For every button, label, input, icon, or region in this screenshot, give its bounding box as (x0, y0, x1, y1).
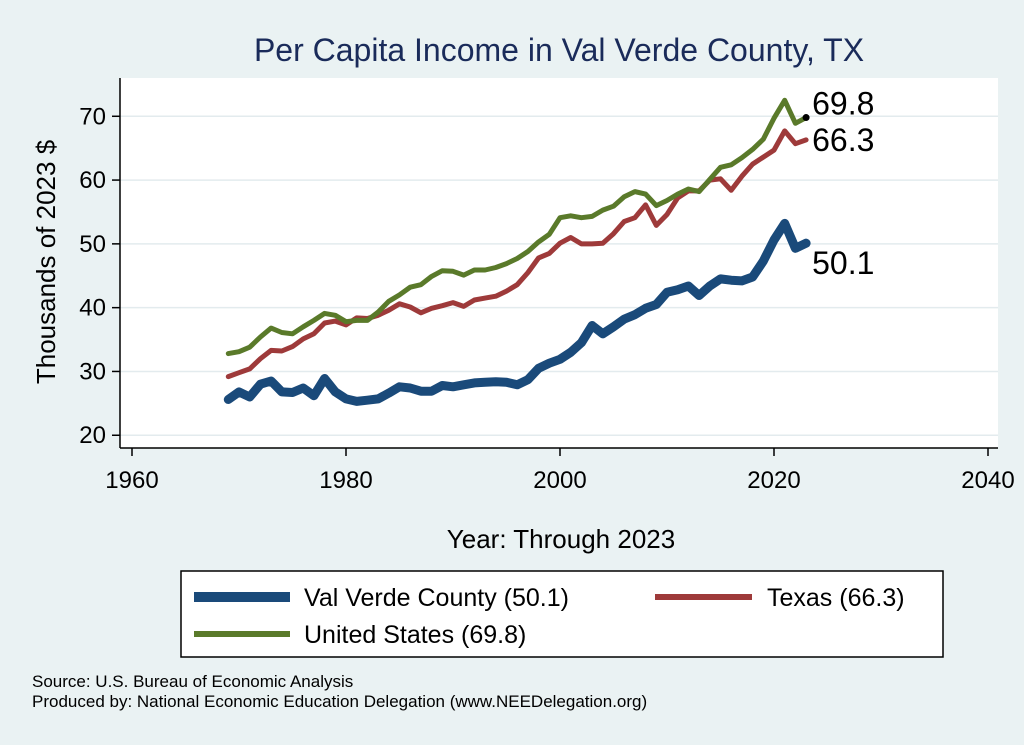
legend-box (180, 570, 944, 658)
end-label-texas: 66.3 (812, 122, 874, 158)
y-tick-label: 60 (79, 167, 106, 194)
chart-title: Per Capita Income in Val Verde County, T… (254, 32, 864, 68)
produced-by-note: Produced by: National Economic Education… (32, 692, 648, 711)
series-layer (223, 97, 811, 406)
end-labels: 50.1 66.369.8 (802, 86, 874, 281)
end-label-united-states: 69.8 (812, 86, 874, 122)
x-tick-label: 2000 (533, 467, 586, 494)
x-tick-label: 1980 (319, 467, 372, 494)
legend: Val Verde County (50.1) Texas (66.3) Uni… (180, 570, 944, 658)
y-tick-label: 40 (79, 295, 106, 322)
source-note: Source: U.S. Bureau of Economic Analysis (32, 672, 354, 691)
y-axis-title: Thousands of 2023 $ (31, 139, 61, 384)
legend-label-val-verde: Val Verde County (50.1) (304, 584, 569, 612)
series-line-val-verde (223, 218, 811, 406)
end-point-marker-united-states (802, 114, 810, 122)
x-tick-label: 1960 (105, 467, 158, 494)
x-tick-label: 2020 (747, 467, 800, 494)
end-label-val-verde: 50.1 (812, 245, 874, 281)
y-tick-label: 50 (79, 231, 106, 258)
y-tick-label: 20 (79, 422, 106, 449)
series-line-united-states (225, 97, 809, 357)
y-tick-label: 30 (79, 358, 106, 385)
x-tick-label: 2040 (961, 467, 1014, 494)
x-axis-title: Year: Through 2023 (447, 524, 675, 554)
legend-label-united-states: United States (69.8) (304, 621, 526, 649)
y-tick-label: 70 (79, 103, 106, 130)
legend-label-texas: Texas (66.3) (767, 584, 905, 612)
axes: 20 30 40 50 60 70 1960 1980 2000 2020 2040 (79, 78, 1015, 494)
